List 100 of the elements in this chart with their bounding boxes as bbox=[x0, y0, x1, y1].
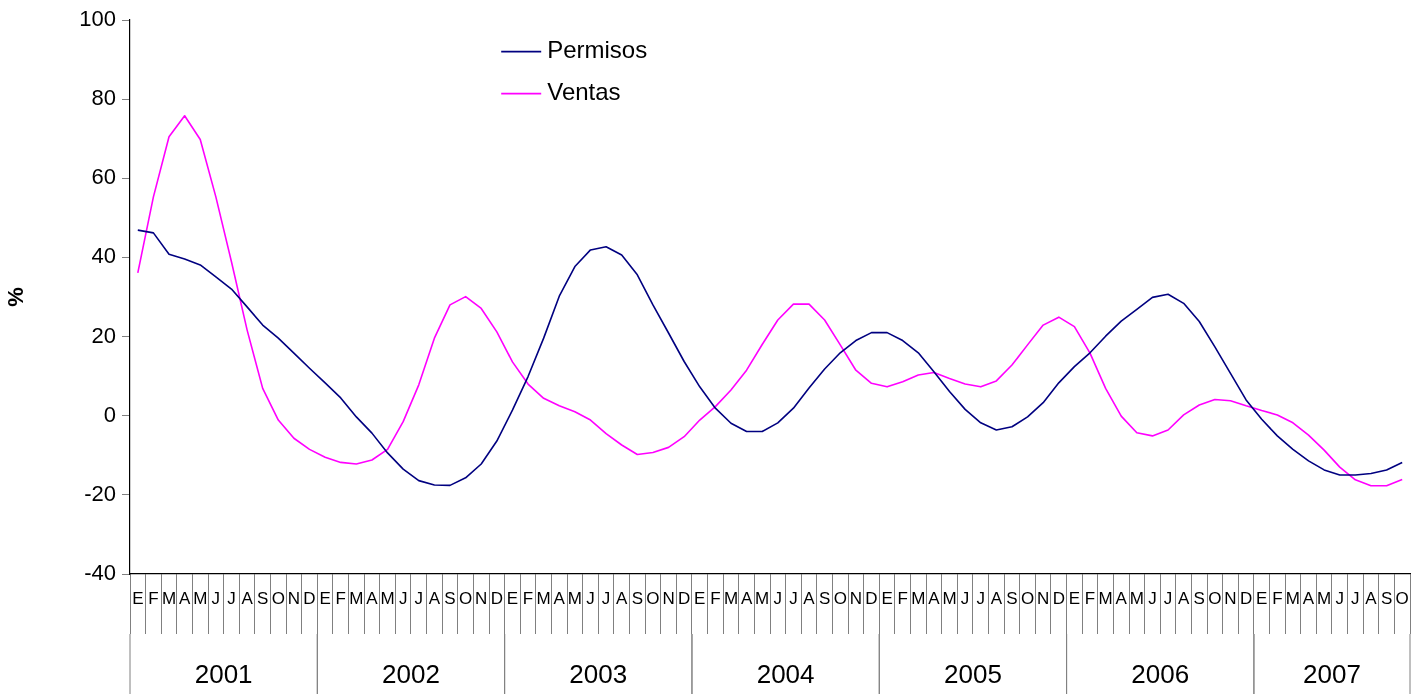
x-tick-label: F bbox=[897, 588, 908, 608]
x-tick-label: J bbox=[1335, 588, 1345, 608]
x-tick-label: J bbox=[227, 588, 236, 608]
x-tick-label: J bbox=[789, 588, 798, 608]
x-tick-label: N bbox=[1037, 588, 1050, 608]
legend-label: Ventas bbox=[547, 78, 621, 106]
x-tick-label: M bbox=[1098, 588, 1113, 608]
x-tick-label: J bbox=[211, 588, 221, 608]
x-tick-label: A bbox=[1115, 588, 1128, 608]
x-tick-label: M bbox=[942, 588, 957, 608]
x-tick-label: M bbox=[1129, 588, 1144, 608]
y-axis-title: % bbox=[3, 287, 29, 307]
x-tick-label: A bbox=[616, 588, 629, 608]
x-tick-label: A bbox=[178, 588, 191, 608]
x-tick-label: S bbox=[257, 588, 269, 608]
x-tick-label: A bbox=[1302, 588, 1315, 608]
x-tick-label: M bbox=[161, 588, 177, 608]
x-tick-label: E bbox=[319, 588, 331, 608]
text: 2005 bbox=[944, 659, 1002, 690]
x-tick-label: M bbox=[911, 588, 926, 608]
x-tick-label: A bbox=[803, 588, 816, 608]
x-tick-label: J bbox=[976, 588, 985, 608]
x-tick-label: A bbox=[1365, 588, 1378, 608]
x-tick-label: J bbox=[601, 588, 611, 608]
x-tick-label: S bbox=[631, 588, 643, 608]
x-tick-label: S bbox=[1380, 588, 1393, 608]
x-tick-label: M bbox=[380, 588, 395, 608]
x-tick-label: M bbox=[723, 588, 739, 608]
x-tick-label: M bbox=[349, 588, 364, 608]
x-tick-label: M bbox=[1317, 588, 1332, 608]
x-tick-label: A bbox=[553, 588, 566, 608]
x-tick-label: E bbox=[881, 588, 893, 608]
x-tick-label: S bbox=[444, 588, 456, 608]
y-tick-label: 20 bbox=[91, 322, 116, 348]
x-tick-label: J bbox=[773, 588, 783, 608]
text: 2004 bbox=[756, 659, 815, 690]
y-tick-label: -40 bbox=[84, 560, 116, 586]
x-tick-label: J bbox=[1351, 588, 1360, 608]
x-tick-label: N bbox=[475, 588, 488, 608]
x-tick-label: E bbox=[132, 588, 144, 608]
x-tick-label: J bbox=[1148, 588, 1157, 608]
x-tick-label: E bbox=[506, 588, 519, 608]
x-tick-label: N bbox=[849, 588, 862, 608]
x-tick-label: O bbox=[1395, 588, 1409, 608]
y-tick-label: -20 bbox=[84, 480, 116, 506]
x-tick-label: O bbox=[458, 588, 473, 608]
x-tick-label: J bbox=[960, 588, 970, 608]
x-tick-label: S bbox=[1006, 588, 1018, 608]
x-tick-label: A bbox=[928, 588, 941, 608]
x-tick-label: E bbox=[1068, 588, 1081, 608]
x-tick-label: O bbox=[1020, 588, 1035, 608]
x-tick-label: D bbox=[678, 588, 691, 608]
x-tick-label: J bbox=[414, 588, 424, 608]
x-tick-label: D bbox=[490, 588, 503, 608]
text: 2007 bbox=[1303, 659, 1361, 690]
x-tick-label: F bbox=[522, 588, 534, 608]
y-tick-label: 60 bbox=[91, 164, 116, 190]
x-tick-label: A bbox=[990, 588, 1003, 608]
x-tick-label: D bbox=[865, 588, 878, 608]
x-tick-label: E bbox=[1256, 588, 1268, 608]
y-tick-label: 80 bbox=[91, 85, 116, 111]
x-tick-label: A bbox=[428, 588, 441, 608]
x-tick-label: N bbox=[287, 588, 301, 608]
x-tick-label: D bbox=[303, 588, 316, 608]
text: 2003 bbox=[569, 659, 628, 690]
x-tick-label: J bbox=[398, 588, 408, 608]
x-tick-label: M bbox=[1285, 588, 1301, 608]
x-tick-label: A bbox=[740, 588, 753, 608]
text: 2002 bbox=[382, 659, 440, 690]
x-tick-label: F bbox=[1084, 588, 1096, 608]
x-tick-label: D bbox=[1052, 588, 1065, 608]
x-tick-label: O bbox=[833, 588, 847, 608]
x-tick-label: N bbox=[662, 588, 675, 608]
x-tick-label: F bbox=[148, 588, 159, 608]
y-tick-label: 0 bbox=[103, 401, 116, 427]
x-tick-label: F bbox=[335, 588, 346, 608]
x-tick-label: E bbox=[694, 588, 706, 608]
x-tick-label: M bbox=[536, 588, 551, 608]
text: 2006 bbox=[1131, 659, 1190, 690]
x-tick-label: O bbox=[1208, 588, 1222, 608]
text: 2001 bbox=[194, 659, 253, 690]
x-tick-label: A bbox=[366, 588, 379, 608]
y-tick-label: 40 bbox=[91, 243, 116, 269]
x-tick-label: O bbox=[646, 588, 660, 608]
x-tick-label: O bbox=[271, 588, 285, 608]
x-tick-label: F bbox=[710, 588, 721, 608]
x-tick-label: S bbox=[1193, 588, 1205, 608]
x-tick-label: N bbox=[1224, 588, 1237, 608]
legend-label: Permisos bbox=[547, 36, 648, 64]
x-tick-label: D bbox=[1239, 588, 1253, 608]
x-tick-label: J bbox=[586, 588, 595, 608]
x-tick-label: A bbox=[241, 588, 254, 608]
x-tick-label: S bbox=[818, 588, 831, 608]
x-tick-label: F bbox=[1272, 588, 1283, 608]
x-tick-label: A bbox=[1177, 588, 1190, 608]
x-tick-label: M bbox=[755, 588, 770, 608]
x-tick-label: J bbox=[1163, 588, 1173, 608]
y-tick-label: 100 bbox=[79, 6, 116, 32]
x-tick-label: M bbox=[193, 588, 208, 608]
x-tick-label: M bbox=[567, 588, 582, 608]
